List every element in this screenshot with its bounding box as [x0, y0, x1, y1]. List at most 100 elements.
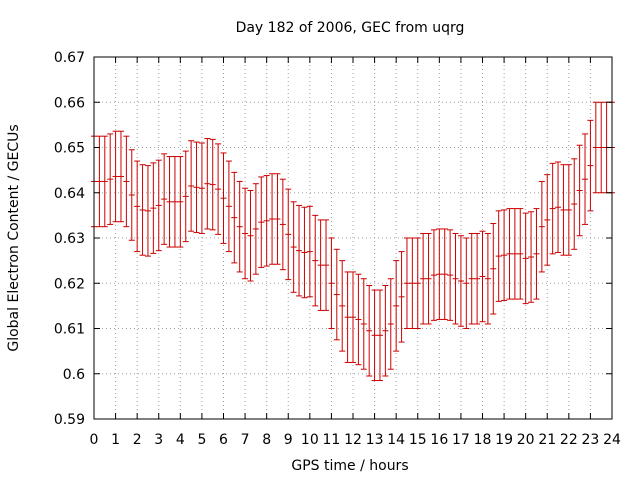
error-bar-point: [112, 130, 119, 223]
error-bar-point: [328, 237, 335, 329]
error-bar-point: [171, 156, 178, 248]
y-tick-label: 0.67: [54, 50, 85, 66]
error-bar-point: [538, 180, 545, 273]
error-bar-point: [452, 232, 459, 325]
error-bar-point: [576, 144, 583, 237]
error-bar-point: [296, 204, 303, 297]
error-bar-point: [134, 160, 141, 253]
y-tick-label: 0.59: [54, 412, 85, 428]
error-bar-point: [247, 189, 254, 282]
error-bar-point: [161, 153, 168, 245]
error-bar-point: [544, 174, 551, 266]
y-tick-label: 0.62: [54, 276, 85, 292]
error-bar-point: [468, 232, 475, 325]
error-bar-point: [457, 235, 464, 327]
x-tick-label: 23: [582, 432, 600, 448]
error-bar-point: [533, 208, 540, 300]
error-bar-point: [225, 160, 232, 253]
x-axis-ticks: 0 1 2 3 4 5 6 7 8 9 10 11 12 13 14 15 16 17 18 19 20 21 22 23 24: [90, 57, 621, 448]
error-bar-point: [355, 273, 362, 366]
error-bar-point: [522, 212, 529, 305]
error-bar-point: [425, 232, 432, 325]
x-tick-label: 6: [219, 432, 228, 448]
error-bar-point: [571, 158, 578, 250]
error-bar-point: [420, 232, 427, 325]
x-tick-label: 4: [176, 432, 185, 448]
error-bar-point: [312, 214, 319, 307]
error-bar-point: [479, 230, 486, 323]
error-bar-point: [317, 219, 324, 311]
error-bar-point: [301, 206, 308, 299]
error-bar-point: [323, 219, 330, 311]
y-tick-label: 0.66: [54, 95, 85, 111]
x-tick-label: 21: [538, 432, 556, 448]
error-bar-point: [565, 164, 572, 256]
error-bar-point: [209, 138, 216, 231]
error-bar-point: [242, 187, 249, 280]
y-tick-label: 0.61: [54, 322, 85, 338]
error-bar-point: [263, 175, 270, 267]
error-bar-point: [101, 135, 108, 228]
x-tick-label: 12: [344, 432, 362, 448]
error-bar-point: [371, 289, 378, 382]
x-tick-label: 7: [241, 432, 250, 448]
error-bar-point: [474, 232, 481, 325]
error-bar-point: [231, 171, 238, 264]
x-tick-label: 14: [387, 432, 405, 448]
error-bar-point: [252, 183, 259, 275]
x-axis-label: GPS time / hours: [291, 458, 408, 474]
error-bar-point: [258, 176, 265, 268]
error-bar-point: [274, 173, 281, 265]
error-bar-point: [506, 208, 513, 300]
y-tick-label: 0.63: [54, 231, 85, 247]
error-bar-point: [96, 135, 103, 228]
data-series: [91, 101, 615, 382]
error-bar-point: [198, 142, 205, 234]
error-bar-point: [555, 161, 562, 253]
error-bar-point: [587, 119, 594, 212]
error-bar-point: [414, 237, 421, 329]
error-bar-point: [398, 251, 405, 343]
error-bar-point: [447, 229, 454, 321]
error-bar-point: [528, 211, 535, 303]
y-axis-label: Global Electron Content / GECUs: [6, 124, 22, 351]
error-bar-point: [128, 149, 135, 241]
error-bar-point: [490, 223, 497, 315]
y-tick-label: 0.65: [54, 141, 85, 157]
x-tick-label: 17: [452, 432, 470, 448]
error-bar-point: [204, 137, 211, 230]
error-bar-point: [144, 165, 151, 257]
error-bar-point: [215, 143, 222, 235]
x-tick-label: 22: [560, 432, 578, 448]
error-bar-point: [549, 162, 556, 255]
x-tick-label: 5: [197, 432, 206, 448]
error-bar-point: [360, 278, 367, 370]
chart-title: Day 182 of 2006, GEC from uqrg: [236, 20, 465, 36]
error-bar-point: [350, 271, 356, 363]
error-bar-point: [339, 260, 346, 352]
error-bar-point: [484, 232, 491, 325]
error-bar-point: [344, 271, 351, 363]
error-bar-point: [376, 289, 383, 382]
error-bar-point: [403, 237, 410, 329]
x-tick-label: 18: [474, 432, 492, 448]
x-tick-label: 15: [409, 432, 427, 448]
error-bar-point: [592, 101, 599, 194]
error-bar-point: [150, 162, 157, 254]
error-bar-point: [220, 152, 227, 244]
error-bar-point: [511, 208, 518, 300]
error-bar-point: [333, 248, 340, 341]
error-bar-point: [177, 156, 184, 248]
x-tick-label: 20: [517, 432, 535, 448]
x-tick-label: 10: [301, 432, 319, 448]
x-tick-label: 8: [262, 432, 271, 448]
error-bar-point: [582, 133, 589, 225]
error-bar-point: [269, 173, 276, 265]
x-tick-label: 3: [154, 432, 163, 448]
error-bar-point: [123, 135, 130, 228]
y-tick-label: 0.64: [54, 186, 85, 202]
error-bar-point: [285, 188, 292, 281]
error-bar-point: [193, 141, 200, 234]
error-bar-point: [236, 180, 243, 273]
